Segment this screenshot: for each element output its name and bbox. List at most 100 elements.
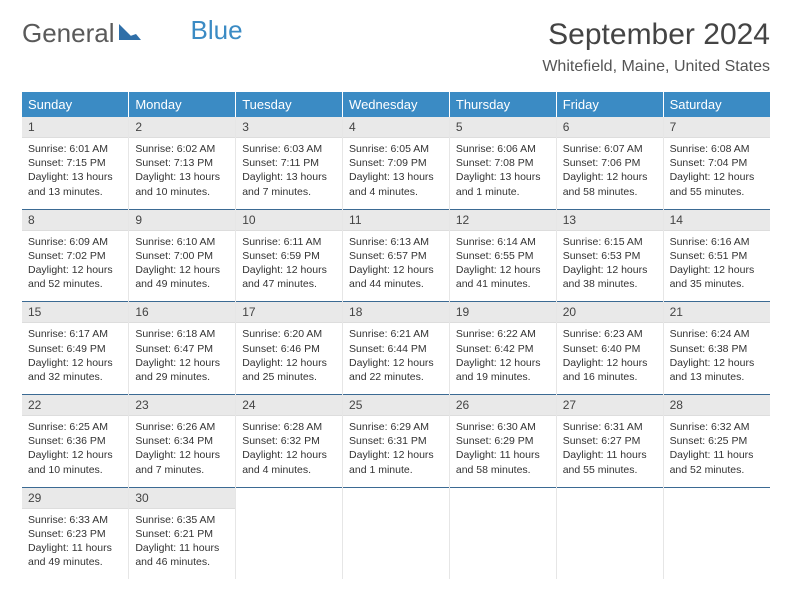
- sunset-text: Sunset: 6:40 PM: [563, 342, 657, 356]
- sunrise-text: Sunrise: 6:05 AM: [349, 142, 443, 156]
- sunset-text: Sunset: 6:46 PM: [242, 342, 336, 356]
- sunset-text: Sunset: 6:31 PM: [349, 434, 443, 448]
- sunset-text: Sunset: 7:08 PM: [456, 156, 550, 170]
- day-body: Sunrise: 6:15 AMSunset: 6:53 PMDaylight:…: [557, 231, 663, 302]
- sunrise-text: Sunrise: 6:30 AM: [456, 420, 550, 434]
- weekday-header: Sunday: [22, 92, 129, 117]
- day-body: Sunrise: 6:30 AMSunset: 6:29 PMDaylight:…: [450, 416, 556, 487]
- logo: General Blue: [22, 18, 243, 49]
- calendar-day-cell: 10Sunrise: 6:11 AMSunset: 6:59 PMDayligh…: [236, 209, 343, 302]
- day-body: Sunrise: 6:31 AMSunset: 6:27 PMDaylight:…: [557, 416, 663, 487]
- day-body: Sunrise: 6:02 AMSunset: 7:13 PMDaylight:…: [129, 138, 235, 209]
- day-number: 25: [343, 395, 449, 416]
- day-body: Sunrise: 6:28 AMSunset: 6:32 PMDaylight:…: [236, 416, 342, 487]
- day-body: Sunrise: 6:35 AMSunset: 6:21 PMDaylight:…: [129, 509, 235, 580]
- calendar-week-row: 1Sunrise: 6:01 AMSunset: 7:15 PMDaylight…: [22, 117, 770, 209]
- calendar-day-cell: 1Sunrise: 6:01 AMSunset: 7:15 PMDaylight…: [22, 117, 129, 209]
- calendar-day-cell: 24Sunrise: 6:28 AMSunset: 6:32 PMDayligh…: [236, 395, 343, 488]
- sunset-text: Sunset: 6:23 PM: [28, 527, 122, 541]
- day-body: Sunrise: 6:33 AMSunset: 6:23 PMDaylight:…: [22, 509, 128, 580]
- sunrise-text: Sunrise: 6:06 AM: [456, 142, 550, 156]
- daylight-text: Daylight: 12 hours and 35 minutes.: [670, 263, 764, 291]
- sunrise-text: Sunrise: 6:35 AM: [135, 513, 229, 527]
- weekday-header: Monday: [129, 92, 236, 117]
- daylight-text: Daylight: 12 hours and 10 minutes.: [28, 448, 122, 476]
- daylight-text: Daylight: 12 hours and 55 minutes.: [670, 170, 764, 198]
- day-number: 28: [664, 395, 770, 416]
- sunset-text: Sunset: 7:02 PM: [28, 249, 122, 263]
- calendar-thead: SundayMondayTuesdayWednesdayThursdayFrid…: [22, 92, 770, 117]
- sunset-text: Sunset: 6:57 PM: [349, 249, 443, 263]
- day-number: 21: [664, 302, 770, 323]
- sunrise-text: Sunrise: 6:29 AM: [349, 420, 443, 434]
- calendar-day-cell: [343, 487, 450, 579]
- day-body: Sunrise: 6:10 AMSunset: 7:00 PMDaylight:…: [129, 231, 235, 302]
- day-number: 30: [129, 488, 235, 509]
- day-number: 27: [557, 395, 663, 416]
- day-body: Sunrise: 6:20 AMSunset: 6:46 PMDaylight:…: [236, 323, 342, 394]
- day-number: 16: [129, 302, 235, 323]
- day-number: 7: [664, 117, 770, 138]
- day-body: Sunrise: 6:23 AMSunset: 6:40 PMDaylight:…: [557, 323, 663, 394]
- sunset-text: Sunset: 6:59 PM: [242, 249, 336, 263]
- sunset-text: Sunset: 6:51 PM: [670, 249, 764, 263]
- day-number: 18: [343, 302, 449, 323]
- daylight-text: Daylight: 13 hours and 4 minutes.: [349, 170, 443, 198]
- calendar-day-cell: 6Sunrise: 6:07 AMSunset: 7:06 PMDaylight…: [556, 117, 663, 209]
- title-block: September 2024 Whitefield, Maine, United…: [542, 18, 770, 76]
- calendar-day-cell: [663, 487, 770, 579]
- daylight-text: Daylight: 12 hours and 7 minutes.: [135, 448, 229, 476]
- calendar-day-cell: 9Sunrise: 6:10 AMSunset: 7:00 PMDaylight…: [129, 209, 236, 302]
- daylight-text: Daylight: 11 hours and 46 minutes.: [135, 541, 229, 569]
- calendar-day-cell: 30Sunrise: 6:35 AMSunset: 6:21 PMDayligh…: [129, 487, 236, 579]
- daylight-text: Daylight: 12 hours and 13 minutes.: [670, 356, 764, 384]
- sunrise-text: Sunrise: 6:09 AM: [28, 235, 122, 249]
- day-body: Sunrise: 6:09 AMSunset: 7:02 PMDaylight:…: [22, 231, 128, 302]
- location: Whitefield, Maine, United States: [542, 58, 770, 76]
- calendar-day-cell: 17Sunrise: 6:20 AMSunset: 6:46 PMDayligh…: [236, 302, 343, 395]
- calendar-day-cell: 15Sunrise: 6:17 AMSunset: 6:49 PMDayligh…: [22, 302, 129, 395]
- calendar-tbody: 1Sunrise: 6:01 AMSunset: 7:15 PMDaylight…: [22, 117, 770, 579]
- weekday-header: Saturday: [663, 92, 770, 117]
- day-body: Sunrise: 6:08 AMSunset: 7:04 PMDaylight:…: [664, 138, 770, 209]
- daylight-text: Daylight: 13 hours and 7 minutes.: [242, 170, 336, 198]
- calendar-day-cell: 5Sunrise: 6:06 AMSunset: 7:08 PMDaylight…: [449, 117, 556, 209]
- calendar-day-cell: 18Sunrise: 6:21 AMSunset: 6:44 PMDayligh…: [343, 302, 450, 395]
- calendar-day-cell: 25Sunrise: 6:29 AMSunset: 6:31 PMDayligh…: [343, 395, 450, 488]
- day-body: Sunrise: 6:14 AMSunset: 6:55 PMDaylight:…: [450, 231, 556, 302]
- sunrise-text: Sunrise: 6:03 AM: [242, 142, 336, 156]
- calendar-day-cell: 21Sunrise: 6:24 AMSunset: 6:38 PMDayligh…: [663, 302, 770, 395]
- weekday-header: Wednesday: [343, 92, 450, 117]
- sunset-text: Sunset: 6:49 PM: [28, 342, 122, 356]
- sunset-text: Sunset: 7:06 PM: [563, 156, 657, 170]
- daylight-text: Daylight: 12 hours and 1 minute.: [349, 448, 443, 476]
- daylight-text: Daylight: 12 hours and 44 minutes.: [349, 263, 443, 291]
- day-number: 14: [664, 210, 770, 231]
- calendar-day-cell: 28Sunrise: 6:32 AMSunset: 6:25 PMDayligh…: [663, 395, 770, 488]
- sunrise-text: Sunrise: 6:26 AM: [135, 420, 229, 434]
- daylight-text: Daylight: 12 hours and 49 minutes.: [135, 263, 229, 291]
- sunrise-text: Sunrise: 6:20 AM: [242, 327, 336, 341]
- sunrise-text: Sunrise: 6:02 AM: [135, 142, 229, 156]
- sunrise-text: Sunrise: 6:24 AM: [670, 327, 764, 341]
- calendar-day-cell: 3Sunrise: 6:03 AMSunset: 7:11 PMDaylight…: [236, 117, 343, 209]
- logo-sail-icon: [117, 18, 143, 49]
- day-number: 10: [236, 210, 342, 231]
- sunrise-text: Sunrise: 6:14 AM: [456, 235, 550, 249]
- day-number: 15: [22, 302, 128, 323]
- daylight-text: Daylight: 12 hours and 16 minutes.: [563, 356, 657, 384]
- day-number: 8: [22, 210, 128, 231]
- daylight-text: Daylight: 12 hours and 47 minutes.: [242, 263, 336, 291]
- sunrise-text: Sunrise: 6:33 AM: [28, 513, 122, 527]
- sunrise-text: Sunrise: 6:01 AM: [28, 142, 122, 156]
- calendar-day-cell: 13Sunrise: 6:15 AMSunset: 6:53 PMDayligh…: [556, 209, 663, 302]
- day-body: Sunrise: 6:11 AMSunset: 6:59 PMDaylight:…: [236, 231, 342, 302]
- sunset-text: Sunset: 6:36 PM: [28, 434, 122, 448]
- sunrise-text: Sunrise: 6:22 AM: [456, 327, 550, 341]
- sunrise-text: Sunrise: 6:31 AM: [563, 420, 657, 434]
- day-body: Sunrise: 6:29 AMSunset: 6:31 PMDaylight:…: [343, 416, 449, 487]
- daylight-text: Daylight: 12 hours and 41 minutes.: [456, 263, 550, 291]
- sunrise-text: Sunrise: 6:07 AM: [563, 142, 657, 156]
- day-body: Sunrise: 6:05 AMSunset: 7:09 PMDaylight:…: [343, 138, 449, 209]
- sunrise-text: Sunrise: 6:25 AM: [28, 420, 122, 434]
